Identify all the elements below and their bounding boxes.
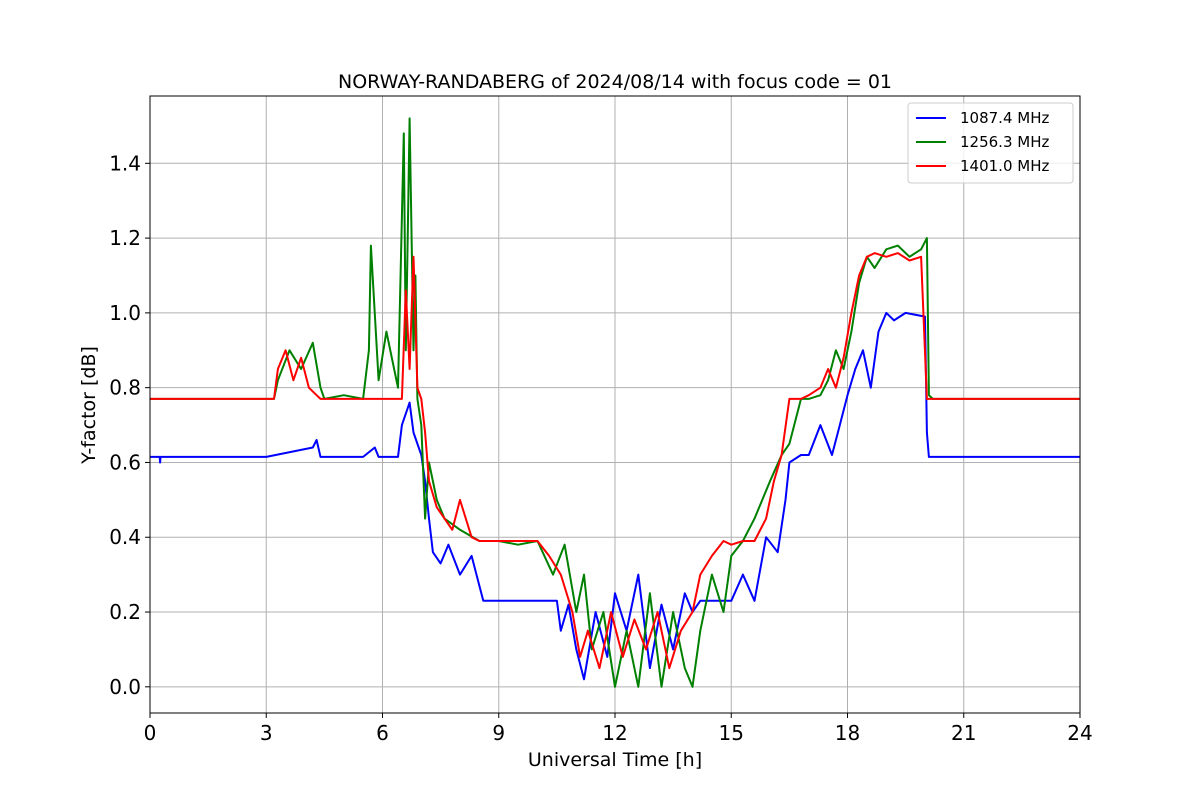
legend-entry-label: 1401.0 MHz: [960, 157, 1049, 175]
x-tick-label: 0: [144, 721, 157, 745]
chart-title: NORWAY-RANDABERG of 2024/08/14 with focu…: [338, 71, 892, 93]
y-tick-label: 0.8: [109, 376, 141, 400]
y-tick-label: 0.2: [109, 600, 141, 624]
y-tick-label: 0.6: [109, 450, 141, 474]
x-tick-label: 24: [1067, 721, 1092, 745]
y-tick-label: 0.0: [109, 675, 141, 699]
legend-entry-label: 1087.4 MHz: [960, 109, 1049, 127]
series-group: [150, 117, 1080, 688]
x-tick-label: 21: [951, 721, 976, 745]
y-axis-ticks: 0.0 0.2 0.4 0.6 0.8 1.0 1.2 1.4: [109, 151, 150, 699]
y-tick-label: 1.4: [109, 151, 141, 175]
series-line-2: [150, 117, 1080, 688]
y-tick-label: 1.0: [109, 301, 141, 325]
x-axis-label: Universal Time [h]: [528, 749, 702, 771]
x-tick-label: 18: [835, 721, 860, 745]
y-axis-label: Y-factor [dB]: [78, 346, 100, 465]
y-tick-label: 0.4: [109, 525, 141, 549]
legend: 1087.4 MHz 1256.3 MHz 1401.0 MHz: [907, 102, 1074, 184]
x-axis-ticks: 0 3 6 9 12 15 18 21 24: [144, 713, 1093, 745]
x-tick-label: 6: [376, 721, 389, 745]
x-tick-label: 3: [260, 721, 273, 745]
series-line-3: [150, 252, 1080, 670]
x-tick-label: 9: [492, 721, 505, 745]
grid: [149, 96, 1081, 713]
x-tick-label: 15: [719, 721, 744, 745]
legend-entry-label: 1256.3 MHz: [960, 133, 1049, 151]
legend-box: [907, 102, 1074, 184]
y-tick-label: 1.2: [109, 226, 141, 250]
x-tick-label: 12: [602, 721, 627, 745]
